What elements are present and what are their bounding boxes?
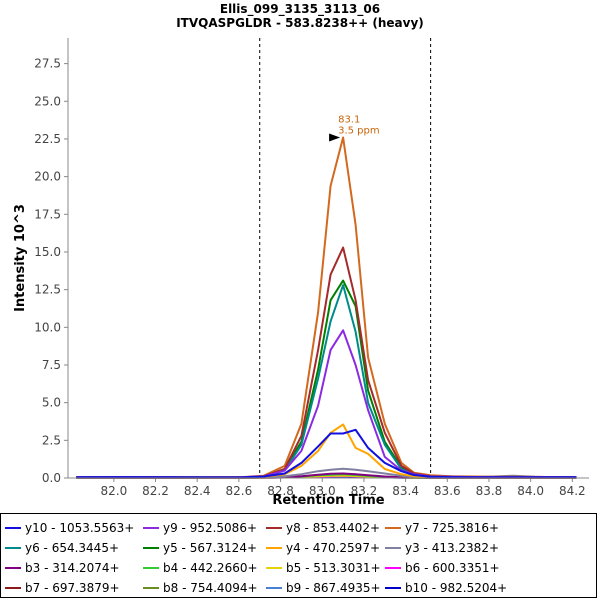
legend-item: y5 - 567.3124+	[143, 540, 257, 556]
legend-label: y5 - 567.3124+	[163, 541, 258, 555]
legend-label: b6 - 600.3351+	[405, 561, 500, 575]
y-tick-label: 20.0	[34, 170, 61, 184]
peak-rt-label: 83.1	[338, 114, 360, 125]
legend-swatch	[143, 546, 159, 549]
x-tick-label: 83.6	[434, 484, 461, 498]
legend-swatch	[143, 526, 159, 529]
peak-ppm-label: 3.5 ppm	[338, 125, 380, 136]
legend-item: y3 - 413.2382+	[385, 540, 499, 556]
x-tick-label: 84.0	[517, 484, 544, 498]
y-tick-label: 22.5	[34, 132, 61, 146]
legend-item: y10 - 1053.5563+	[5, 520, 134, 536]
y-tick-label: 2.5	[42, 433, 61, 447]
x-tick-label: 83.8	[476, 484, 503, 498]
x-tick-label: 83.4	[392, 484, 419, 498]
y-tick-label: 12.5	[34, 283, 61, 297]
y-tick-label: 15.0	[34, 245, 61, 259]
legend-label: y10 - 1053.5563+	[25, 521, 135, 535]
y-tick-label: 25.0	[34, 94, 61, 108]
chart-title: Ellis_099_3135_3113_06	[219, 2, 381, 16]
y-tick-label: 10.0	[34, 320, 61, 334]
series-line-y10	[76, 428, 577, 479]
legend-item: b7 - 697.3879+	[5, 580, 120, 596]
x-tick-label: 84.2	[559, 484, 586, 498]
legend: y10 - 1053.5563+ y9 - 952.5086+ y8 - 853.4…	[0, 513, 597, 598]
legend-swatch	[143, 586, 159, 589]
legend-label: b5 - 513.3031+	[286, 561, 381, 575]
x-tick-label: 82.8	[267, 484, 294, 498]
legend-swatch	[385, 546, 401, 549]
legend-item: b8 - 754.4094+	[143, 580, 258, 596]
chart-plot: 82.0 82.2 82.4 82.6 82.8 83.0 83.2 83.4 83.6 83.8…	[13, 38, 589, 508]
y-tick-label: 17.5	[34, 207, 61, 221]
legend-label: b9 - 867.4935+	[286, 581, 381, 595]
legend-label: y9 - 952.5086+	[163, 521, 258, 535]
x-tick-label: 82.0	[100, 484, 127, 498]
legend-item: y4 - 470.2597+	[266, 540, 380, 556]
legend-label: b7 - 697.3879+	[25, 581, 120, 595]
legend-item: y9 - 952.5086+	[143, 520, 257, 536]
legend-label: b4 - 442.2660+	[163, 561, 258, 575]
legend-swatch	[143, 566, 159, 569]
legend-swatch	[266, 586, 282, 589]
legend-swatch	[5, 546, 21, 549]
y-tick-label: 0.0	[42, 471, 61, 485]
legend-item: b6 - 600.3351+	[385, 560, 500, 576]
peak-marker-arrow	[329, 133, 341, 142]
legend-swatch	[266, 546, 282, 549]
legend-swatch	[5, 566, 21, 569]
legend-swatch	[266, 526, 282, 529]
y-tick-label: 27.5	[34, 57, 61, 71]
legend-item: b5 - 513.3031+	[266, 560, 381, 576]
x-tick-label: 83.2	[351, 484, 378, 498]
legend-swatch	[385, 566, 401, 569]
legend-swatch	[5, 586, 21, 589]
legend-label: y4 - 470.2597+	[286, 541, 381, 555]
legend-label: b10 - 982.5204+	[405, 581, 508, 595]
legend-item: b9 - 867.4935+	[266, 580, 381, 596]
chart-subtitle: ITVQASPGLDR - 583.8238++ (heavy)	[176, 16, 424, 30]
legend-item: y7 - 725.3816+	[385, 520, 499, 536]
legend-item: b4 - 442.2660+	[143, 560, 258, 576]
y-axis-title: Intensity 10^3	[13, 204, 28, 312]
legend-swatch	[266, 566, 282, 569]
y-tick-label: 5.0	[42, 396, 61, 410]
legend-swatch	[5, 526, 21, 529]
legend-item: b10 - 982.5204+	[385, 580, 507, 596]
legend-label: y6 - 654.3445+	[25, 541, 120, 555]
x-tick-label: 82.4	[184, 484, 211, 498]
legend-label: y3 - 413.2382+	[405, 541, 500, 555]
legend-swatch	[385, 526, 401, 529]
legend-label: y8 - 853.4402+	[286, 521, 381, 535]
x-tick-label: 83.0	[309, 484, 336, 498]
plot-area	[68, 38, 589, 478]
legend-item: b3 - 314.2074+	[5, 560, 120, 576]
x-tick-label: 82.2	[142, 484, 169, 498]
y-tick-label: 7.5	[42, 358, 61, 372]
legend-label: b3 - 314.2074+	[25, 561, 120, 575]
legend-item: y8 - 853.4402+	[266, 520, 380, 536]
x-axis-title: Retention Time	[272, 493, 384, 508]
legend-label: y7 - 725.3816+	[405, 521, 500, 535]
legend-label: b8 - 754.4094+	[163, 581, 258, 595]
legend-item: y6 - 654.3445+	[5, 540, 119, 556]
x-tick-label: 82.6	[226, 484, 253, 498]
legend-swatch	[385, 586, 401, 589]
